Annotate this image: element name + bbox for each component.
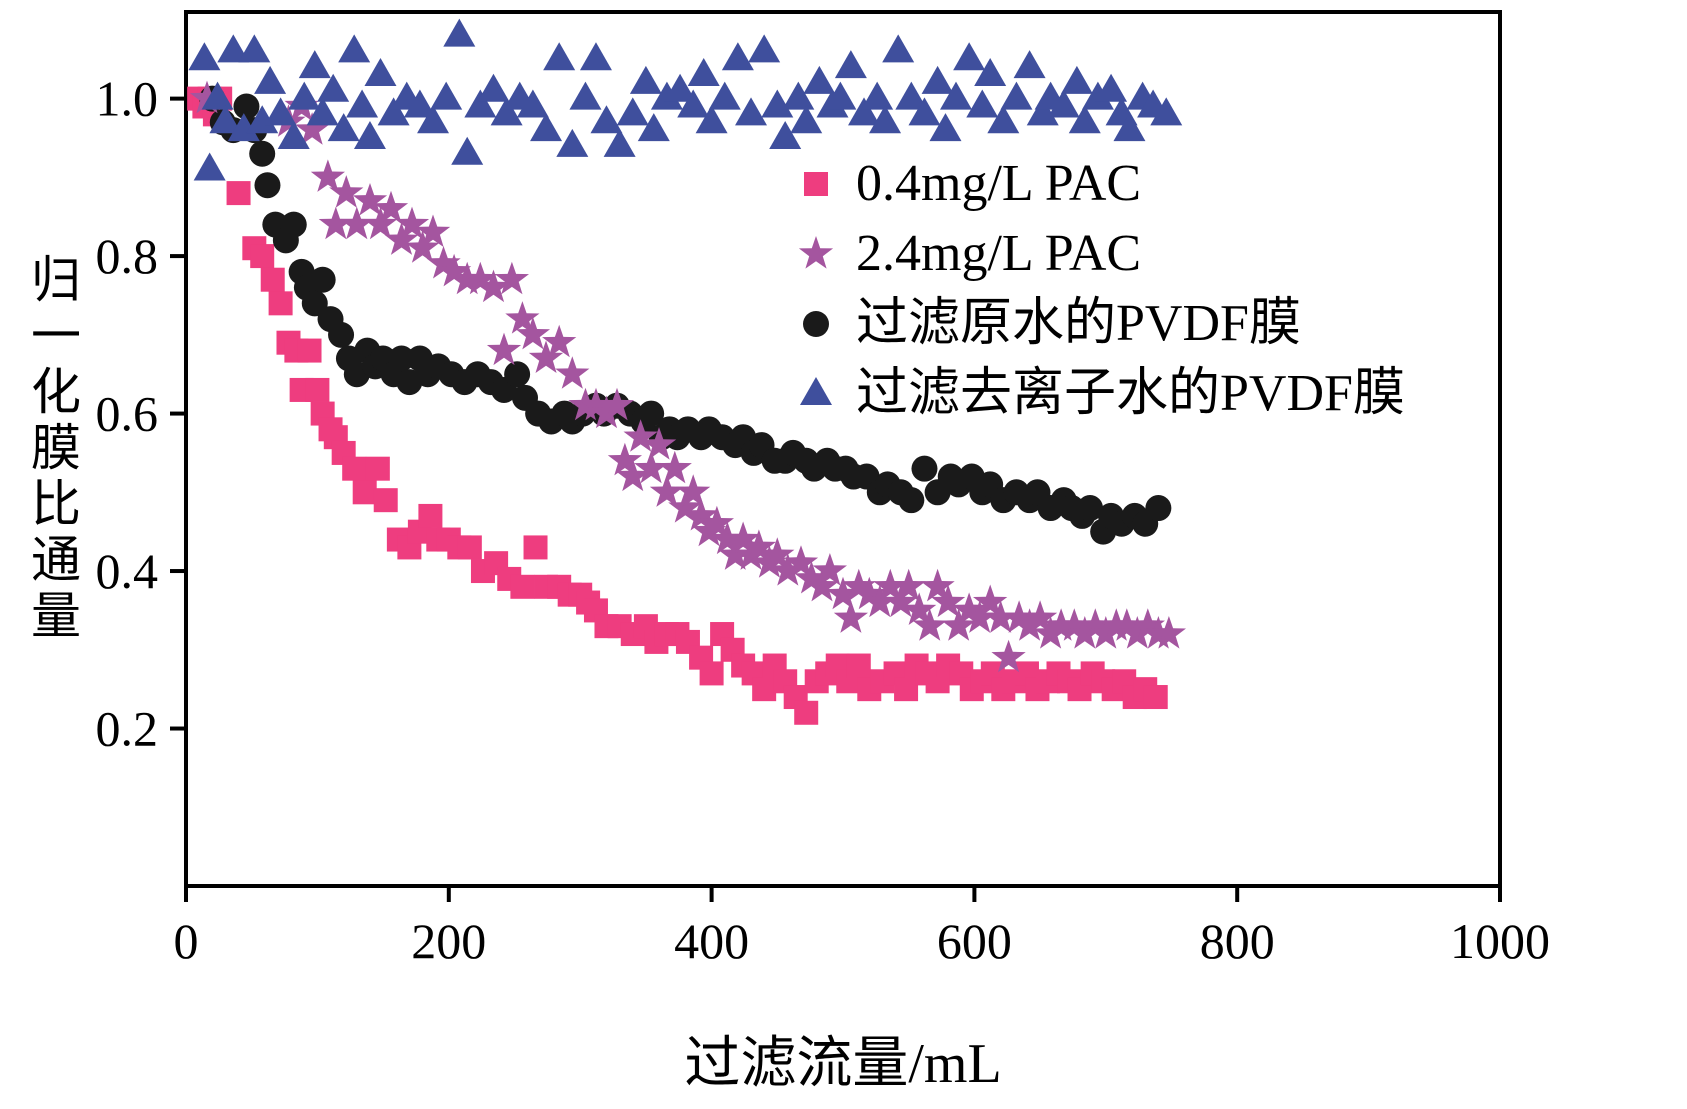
legend-label: 0.4mg/L PAC [856, 155, 1142, 212]
legend-label: 过滤去离子水的PVDF膜 [856, 365, 1405, 422]
legend-label: 过滤原水的PVDF膜 [856, 295, 1301, 352]
y-axis-title: 归一化膜比通量 [24, 253, 80, 645]
x-axis-title: 过滤流量/mL [684, 1033, 1002, 1095]
y-tick-label: 0.2 [96, 701, 159, 757]
series-triangle-points [188, 18, 1183, 181]
legend-marker-square-icon [804, 172, 828, 196]
x-tick-label: 0 [174, 913, 199, 969]
legend-item-raw-water-pvdf: 过滤原水的PVDF膜 [792, 290, 1405, 358]
y-tick-label: 0.4 [96, 543, 159, 599]
y-tick-label: 0.6 [96, 386, 159, 442]
plot-border [184, 10, 1502, 888]
y-tick-label: 0.8 [96, 228, 159, 284]
series-circle-points [199, 85, 1172, 545]
legend-marker-circle-icon [803, 311, 829, 337]
x-tick-label: 800 [1200, 913, 1275, 969]
x-tick-label: 1000 [1450, 913, 1550, 969]
legend-item-24mgl-pac: 2.4mg/L PAC [792, 220, 1405, 288]
legend-label: 2.4mg/L PAC [856, 225, 1142, 282]
series-star-points [189, 80, 1186, 673]
legend-item-04mgl-pac: 0.4mg/L PAC [792, 150, 1405, 218]
legend-item-di-water-pvdf: 过滤去离子水的PVDF膜 [792, 360, 1405, 428]
x-tick-label: 400 [674, 913, 749, 969]
series-square-points [187, 86, 1168, 725]
chart-legend: 0.4mg/L PAC 2.4mg/L PAC 过滤原水的PVDF膜 过滤去离子… [792, 150, 1405, 428]
x-tick-label: 200 [411, 913, 486, 969]
legend-marker-triangle-icon [800, 377, 832, 405]
y-tick-label: 1.0 [96, 71, 159, 127]
x-tick-label: 600 [937, 913, 1012, 969]
legend-marker-star-icon [798, 236, 834, 269]
